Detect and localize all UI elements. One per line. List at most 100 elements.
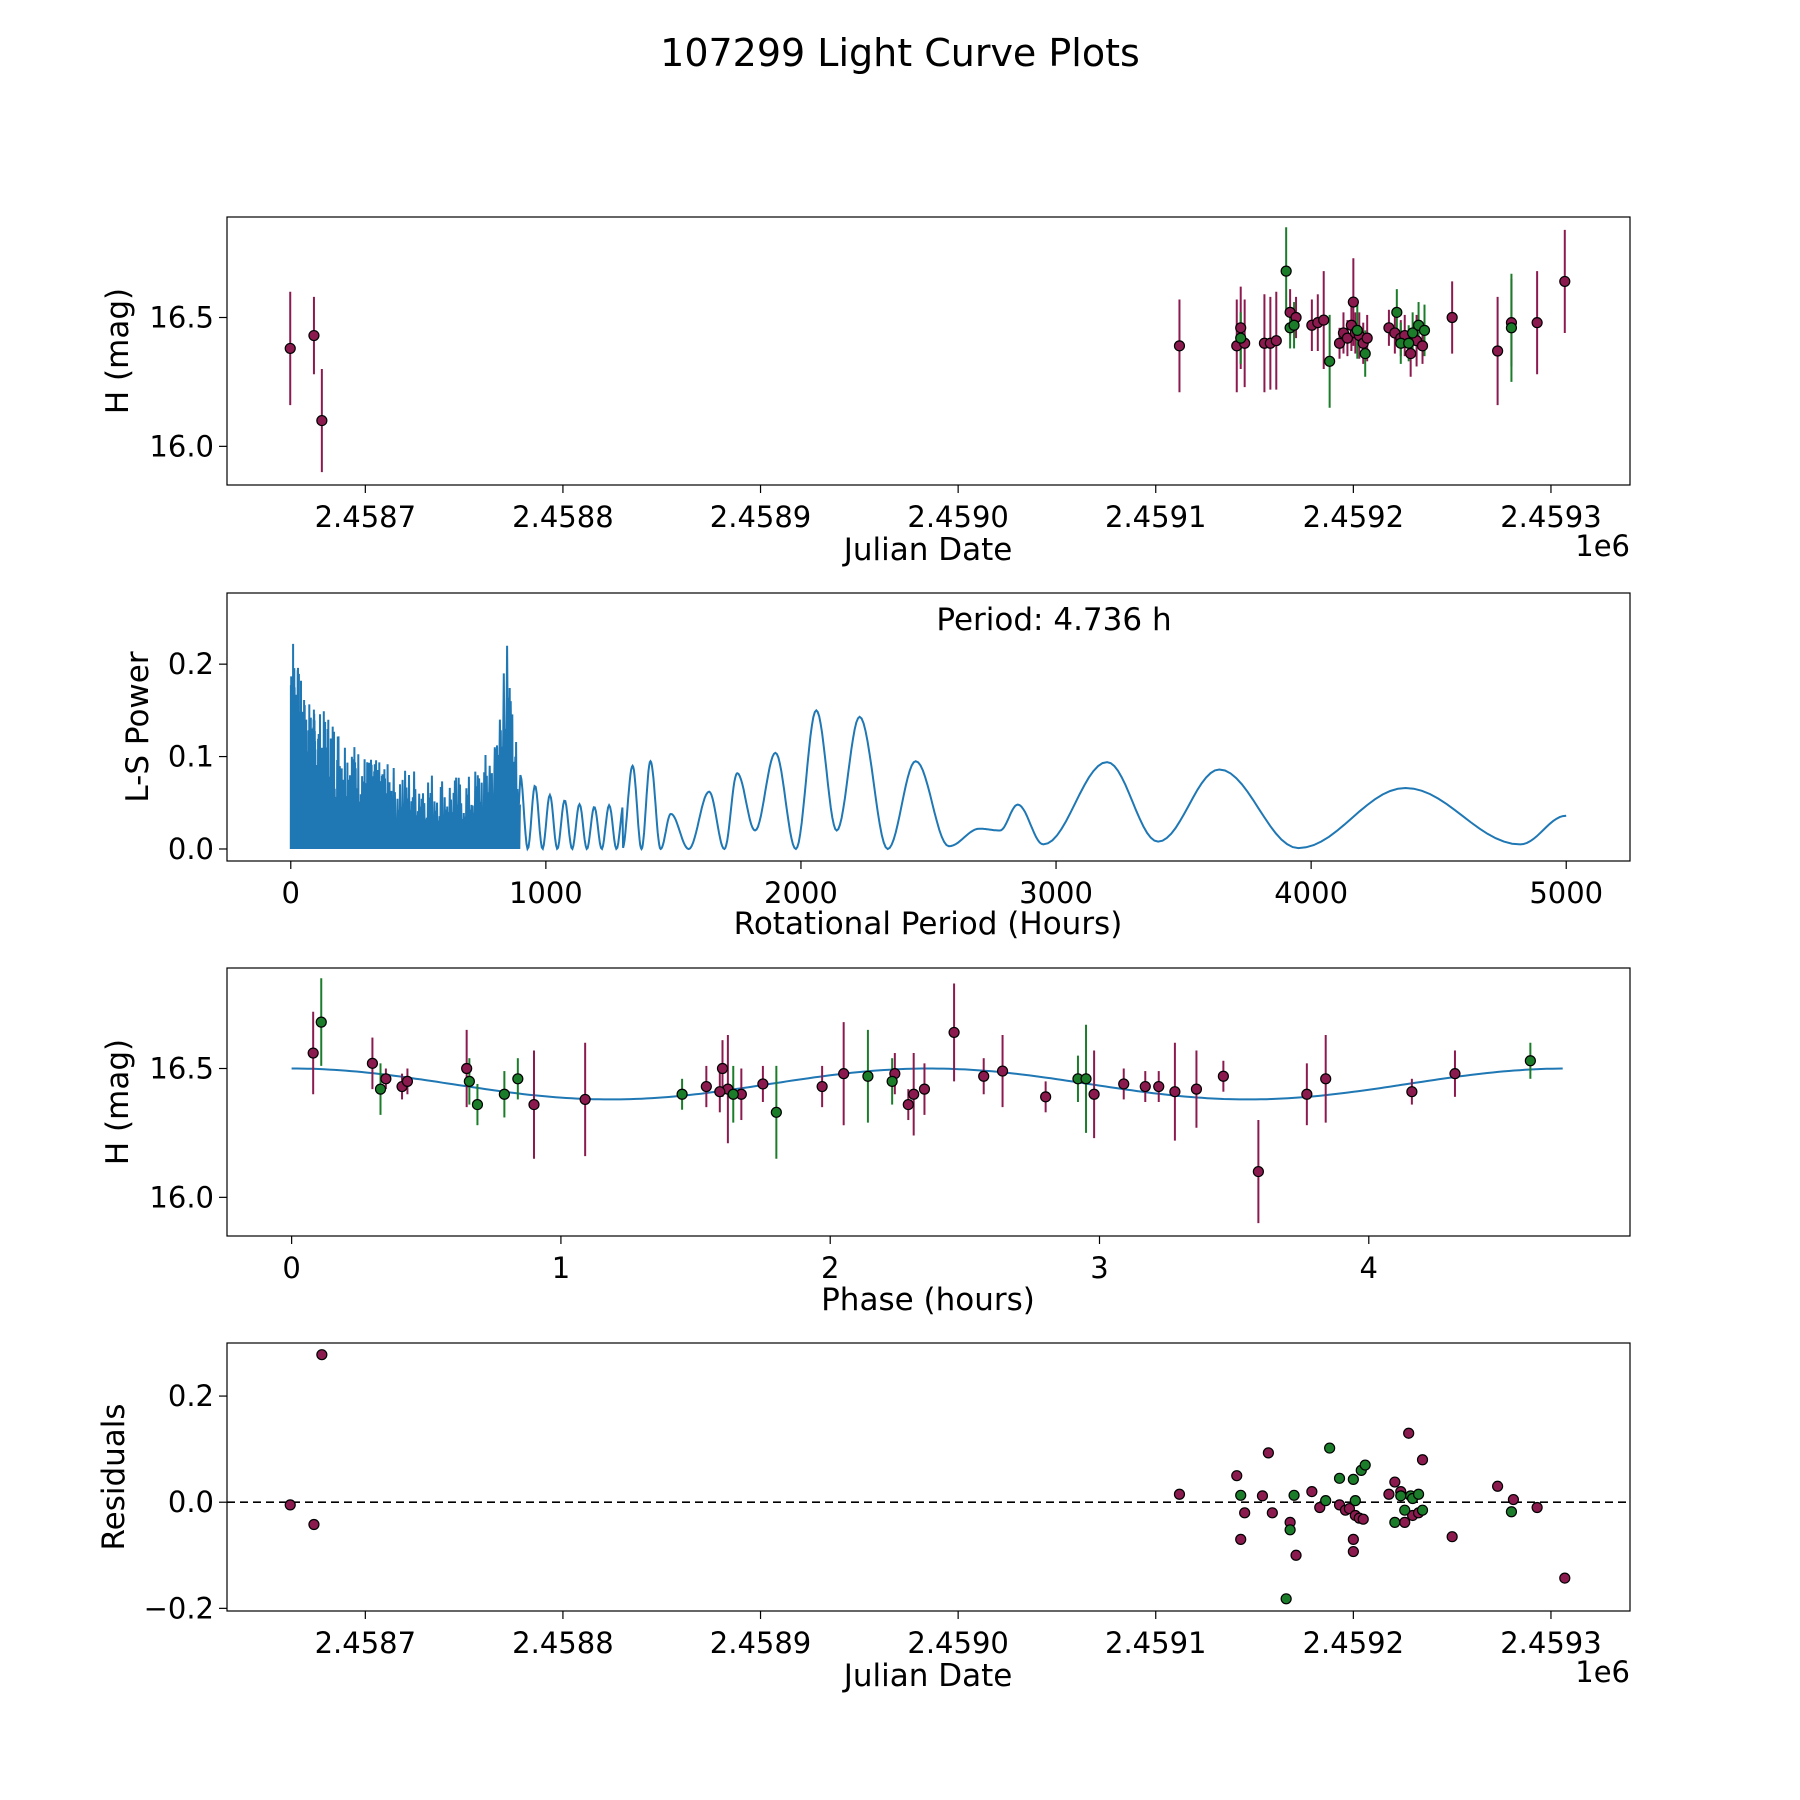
data-point	[498, 1088, 510, 1100]
data-point	[1266, 1507, 1278, 1519]
data-point	[308, 1518, 320, 1531]
y-tick-label: 16.0	[149, 1180, 214, 1214]
data-point	[1333, 337, 1346, 349]
x-tick-label: 2.4591	[1105, 1626, 1206, 1660]
data-point	[316, 1349, 328, 1361]
lightcurve-xlabel: Julian Date	[842, 532, 1013, 568]
periodogram-curve	[289, 643, 1567, 852]
residuals-xticks: 2.4587 2.4588 2.4589 2.4590 2.4591 2.4592 2.45…	[315, 1611, 1602, 1660]
phased-points	[307, 1016, 1536, 1178]
data-point	[1235, 1489, 1247, 1501]
data-point	[1235, 322, 1247, 334]
data-point	[1262, 1447, 1274, 1459]
data-point	[1139, 1080, 1151, 1093]
x-tick-label: 2.4589	[710, 1626, 811, 1660]
data-point	[908, 1088, 920, 1100]
x-tick-label: 2.4590	[907, 1626, 1008, 1660]
data-point	[1406, 1086, 1418, 1098]
data-point	[1173, 340, 1186, 352]
data-point	[1341, 332, 1354, 344]
x-tick-label: 2.4588	[512, 1626, 613, 1660]
data-point	[1280, 265, 1292, 277]
data-point	[1217, 1070, 1229, 1082]
data-point	[307, 1047, 319, 1059]
data-point	[1449, 1068, 1461, 1080]
x-tick-label: 2.4592	[1303, 500, 1404, 534]
y-tick-label: 0.2	[168, 647, 214, 681]
periodogram-xticks: 0 1000 2000 3000 4000 5000	[282, 861, 1603, 910]
data-point	[1416, 1504, 1429, 1516]
data-point	[1324, 355, 1336, 367]
residuals-panel: 2.4587 2.4588 2.4589 2.4590 2.4591 2.4592 2.45…	[96, 1342, 1631, 1694]
data-point	[1256, 1490, 1269, 1502]
phased-ylabel: H (mag)	[100, 1039, 136, 1165]
data-point	[700, 1080, 712, 1093]
x-tick-label: 3	[1090, 1251, 1108, 1285]
phased-frame	[226, 967, 1631, 1237]
phased-yticks: 16.0 16.5	[149, 1052, 227, 1214]
data-point	[1270, 335, 1282, 347]
x-tick-label: 2.4591	[1105, 500, 1206, 534]
data-point	[1173, 1488, 1186, 1500]
data-point	[1320, 1495, 1332, 1507]
data-point	[862, 1070, 874, 1082]
data-point	[1333, 1472, 1346, 1484]
data-point	[1169, 1086, 1181, 1098]
data-point	[401, 1075, 414, 1087]
data-point	[1349, 1495, 1361, 1507]
data-point	[1359, 1459, 1371, 1471]
data-point	[1389, 1516, 1401, 1528]
data-point	[1446, 1531, 1458, 1543]
x-tick-label: 2.4593	[1500, 500, 1601, 534]
lightcurve-offset-label: 1e6	[1575, 529, 1630, 563]
data-point	[1416, 340, 1429, 352]
data-point	[1347, 1545, 1359, 1558]
data-point	[1507, 1493, 1520, 1506]
data-point	[1153, 1080, 1165, 1093]
data-point	[461, 1062, 473, 1075]
data-point	[1235, 332, 1247, 344]
data-point	[1361, 332, 1373, 344]
phased-panel: 0 1 2 3 4 16.0 16.5 Phase (hours) H (mag)	[100, 967, 1631, 1318]
data-point	[1306, 1485, 1318, 1498]
y-tick-label: 0.0	[168, 1485, 214, 1519]
lightcurve-points	[284, 265, 1571, 427]
x-tick-label: 5000	[1529, 876, 1603, 910]
periodogram-panel: 0 1000 2000 3000 4000 5000 0.0 0.1 0.2 Period: …	[120, 592, 1631, 942]
data-point	[1399, 1504, 1411, 1516]
data-point	[716, 1062, 729, 1075]
data-point	[1347, 1533, 1359, 1545]
data-point	[1505, 1506, 1518, 1518]
x-tick-label: 4000	[1274, 876, 1348, 910]
data-point	[1290, 1549, 1302, 1561]
data-point	[1347, 1473, 1359, 1485]
data-point	[996, 1065, 1009, 1077]
data-point	[838, 1068, 850, 1080]
x-tick-label: 0	[282, 1251, 300, 1285]
data-point	[1118, 1078, 1130, 1090]
period-annotation: Period: 4.736 h	[936, 602, 1171, 638]
lightcurve-errorbars	[289, 227, 1566, 473]
residuals-frame	[226, 1342, 1631, 1612]
data-point	[1239, 1507, 1251, 1519]
x-tick-label: 2000	[764, 876, 838, 910]
data-point	[1040, 1091, 1052, 1103]
data-point	[471, 1098, 484, 1111]
phased-model-curve	[291, 1067, 1563, 1101]
data-point	[284, 1499, 296, 1511]
figure-title: 107299 Light Curve Plots	[660, 31, 1140, 75]
data-point	[1280, 1593, 1292, 1605]
phased-errorbars	[312, 978, 1532, 1224]
residuals-points	[284, 1349, 1571, 1605]
data-point	[579, 1093, 591, 1106]
lightcurve-yticks: 16.0 16.5	[149, 301, 227, 463]
data-point	[1395, 1490, 1407, 1502]
data-point	[1531, 1501, 1543, 1514]
data-point	[1284, 1524, 1296, 1536]
x-tick-label: 2.4590	[907, 500, 1008, 534]
data-point	[816, 1080, 828, 1093]
data-point	[1351, 324, 1363, 336]
data-point	[714, 1086, 726, 1098]
y-tick-label: 0.0	[168, 832, 214, 866]
